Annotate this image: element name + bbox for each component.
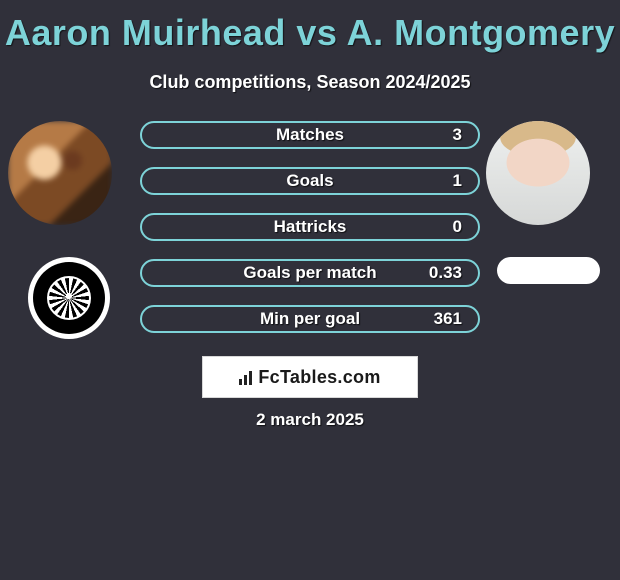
stat-label: Matches [142,125,478,145]
bar-chart-icon [239,369,252,385]
club-badge-right-placeholder [497,257,600,284]
stat-value: 3 [453,125,462,145]
stat-value: 0.33 [429,263,462,283]
brand-watermark: FcTables.com [202,356,418,398]
avatar-placeholder-icon [8,121,112,225]
stats-list: Matches 3 Goals 1 Hattricks 0 Goals per … [140,121,480,333]
avatar-placeholder-icon [486,121,590,225]
page-title: Aaron Muirhead vs A. Montgomery [0,0,620,54]
comparison-content: Matches 3 Goals 1 Hattricks 0 Goals per … [0,121,620,351]
stat-label: Goals [142,171,478,191]
subtitle: Club competitions, Season 2024/2025 [0,72,620,93]
stat-label: Hattricks [142,217,478,237]
date-label: 2 march 2025 [0,410,620,430]
brand-label: FcTables.com [258,367,380,388]
player-left-avatar [8,121,112,225]
stat-row-matches: Matches 3 [140,121,480,149]
stat-row-min-per-goal: Min per goal 361 [140,305,480,333]
stat-value: 0 [453,217,462,237]
player-right-avatar [486,121,590,225]
stat-row-goals: Goals 1 [140,167,480,195]
club-crest-icon [33,262,105,334]
stat-row-goals-per-match: Goals per match 0.33 [140,259,480,287]
stat-row-hattricks: Hattricks 0 [140,213,480,241]
stat-value: 1 [453,171,462,191]
stat-label: Goals per match [142,263,478,283]
stat-value: 361 [434,309,462,329]
club-badge-left [28,257,110,339]
stat-label: Min per goal [142,309,478,329]
